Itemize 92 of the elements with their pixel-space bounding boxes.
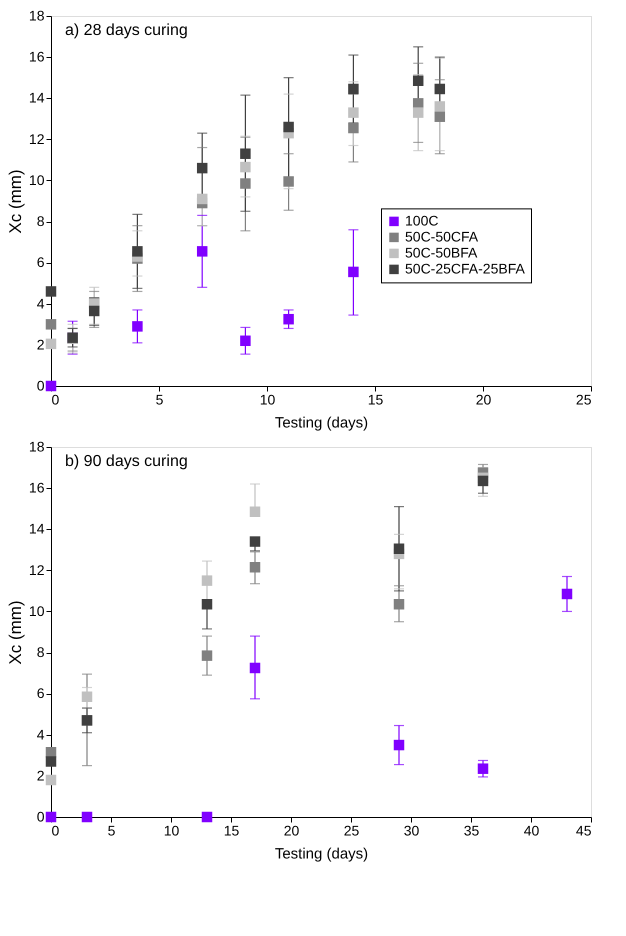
x-tick-label: 0 bbox=[52, 822, 60, 838]
point bbox=[202, 812, 212, 822]
y-tick-label: 10 bbox=[28, 172, 45, 188]
y-tick-label: 18 bbox=[28, 8, 45, 24]
point bbox=[250, 562, 260, 572]
point bbox=[46, 319, 56, 330]
point bbox=[46, 286, 56, 297]
x-tick-label: 25 bbox=[344, 822, 360, 838]
point bbox=[46, 812, 56, 822]
legend-label: 50C-25CFA-25BFA bbox=[405, 260, 526, 276]
y-axis-title: Xc (mm) bbox=[6, 600, 25, 665]
point bbox=[88, 306, 100, 316]
point bbox=[132, 321, 143, 332]
y-tick-label: 4 bbox=[36, 295, 45, 312]
y-tick-label: 16 bbox=[28, 480, 45, 496]
chart-title: b) 90 days curing bbox=[65, 453, 188, 470]
point bbox=[348, 84, 359, 94]
point bbox=[202, 575, 212, 586]
point bbox=[562, 588, 572, 600]
point bbox=[412, 76, 424, 86]
y-tick-label: 8 bbox=[36, 213, 45, 230]
point bbox=[82, 812, 92, 822]
x-tick-label: 0 bbox=[52, 392, 60, 408]
point bbox=[46, 774, 56, 786]
y-tick-label: 2 bbox=[36, 336, 45, 352]
x-tick-label: 35 bbox=[464, 822, 480, 838]
point bbox=[196, 246, 208, 257]
y-tick-label: 18 bbox=[28, 438, 45, 454]
x-tick-label: 10 bbox=[164, 822, 180, 838]
point bbox=[240, 178, 251, 189]
point bbox=[394, 544, 404, 554]
point bbox=[196, 162, 208, 174]
y-tick-label: 16 bbox=[28, 48, 45, 65]
point bbox=[202, 650, 212, 661]
point bbox=[348, 266, 359, 278]
point bbox=[240, 148, 251, 159]
x-tick-label: 45 bbox=[576, 822, 592, 838]
y-tick-label: 2 bbox=[36, 767, 45, 784]
x-axis-title: Testing (days) bbox=[274, 414, 368, 432]
point bbox=[283, 176, 294, 187]
y-tick-label: 0 bbox=[36, 808, 45, 824]
y-tick-label: 6 bbox=[36, 254, 45, 270]
point bbox=[394, 740, 404, 750]
point bbox=[412, 98, 424, 109]
x-tick-label: 20 bbox=[284, 822, 300, 838]
y-tick-label: 12 bbox=[28, 130, 45, 147]
point bbox=[283, 314, 294, 324]
y-tick-label: 14 bbox=[28, 90, 45, 106]
chart-title: a) 28 days curing bbox=[65, 22, 188, 39]
y-tick-label: 14 bbox=[28, 520, 45, 537]
legend-label: 100C bbox=[405, 212, 438, 228]
y-tick-label: 6 bbox=[36, 685, 45, 702]
y-axis-title: Xc (mm) bbox=[6, 169, 25, 234]
x-tick-label: 5 bbox=[108, 822, 116, 838]
point bbox=[478, 763, 488, 774]
point bbox=[250, 536, 260, 547]
legend-label: 50C-50BFA bbox=[405, 244, 478, 260]
point bbox=[250, 662, 260, 674]
point bbox=[196, 194, 208, 204]
legend-label: 50C-50CFA bbox=[405, 228, 479, 244]
x-tick-label: 15 bbox=[368, 392, 384, 408]
x-tick-label: 15 bbox=[224, 822, 240, 838]
point bbox=[46, 380, 56, 392]
y-tick-label: 0 bbox=[36, 378, 45, 394]
x-tick-label: 20 bbox=[476, 392, 492, 408]
x-tick-label: 30 bbox=[404, 822, 420, 838]
point bbox=[348, 107, 359, 118]
point bbox=[240, 336, 251, 346]
x-tick-label: 10 bbox=[260, 392, 276, 408]
x-tick-label: 5 bbox=[156, 392, 164, 408]
point bbox=[348, 122, 359, 134]
y-tick-label: 10 bbox=[28, 602, 45, 619]
x-axis-title: Testing (days) bbox=[274, 846, 368, 862]
x-tick-label: 40 bbox=[524, 822, 540, 838]
y-tick-label: 12 bbox=[28, 562, 45, 578]
point bbox=[394, 599, 404, 610]
point bbox=[202, 599, 212, 610]
point bbox=[412, 107, 424, 118]
x-tick-label: 25 bbox=[576, 392, 592, 408]
y-tick-label: 4 bbox=[36, 726, 45, 742]
point bbox=[46, 338, 56, 350]
point bbox=[132, 246, 143, 257]
y-tick-label: 8 bbox=[36, 644, 45, 660]
point bbox=[434, 111, 446, 122]
point bbox=[46, 756, 56, 767]
point bbox=[82, 692, 92, 702]
point bbox=[478, 476, 488, 486]
point bbox=[240, 162, 251, 172]
point bbox=[434, 101, 446, 112]
point bbox=[250, 506, 260, 517]
point bbox=[434, 84, 446, 94]
point bbox=[283, 122, 294, 132]
